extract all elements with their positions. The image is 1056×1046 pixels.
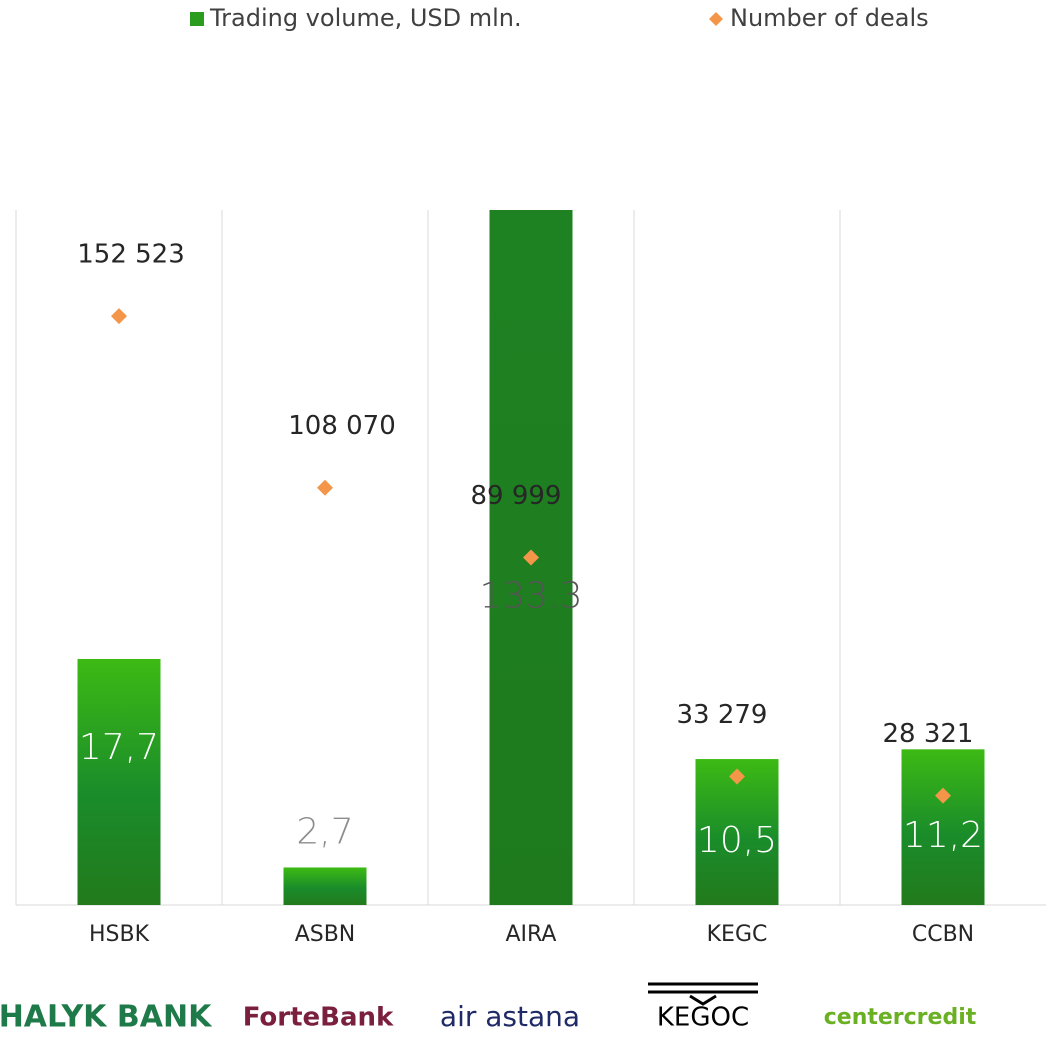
bars <box>77 210 985 905</box>
x-tick-label: CCBN <box>912 922 974 947</box>
deal-marker <box>523 549 539 566</box>
logo: ForteBank <box>243 1003 394 1033</box>
x-tick-label: HSBK <box>89 922 150 947</box>
deal-value-label: 89 999 <box>471 481 562 511</box>
deal-marker <box>729 768 745 785</box>
bar-value-label: 11,2 <box>903 815 983 856</box>
logo: air astana <box>440 1000 580 1033</box>
legend-swatch <box>190 12 204 26</box>
deal-marker <box>935 787 951 804</box>
deal-value-label: 33 279 <box>677 700 768 730</box>
logo: HALYK BANK <box>0 1000 213 1035</box>
deal-value-label: 108 070 <box>288 411 396 441</box>
deal-marker <box>111 308 127 325</box>
bar-value-label: 10,5 <box>697 820 777 861</box>
bar-value-label: 2,7 <box>296 811 353 852</box>
x-tick-label: KEGC <box>707 922 768 947</box>
deal-value-label: 28 321 <box>883 719 974 749</box>
x-tick-label: ASBN <box>295 922 356 947</box>
deal-value-label: 152 523 <box>77 240 185 270</box>
bar <box>489 210 573 905</box>
logo: KEGOC <box>657 1003 749 1033</box>
legend-swatch <box>709 12 723 26</box>
logo-mark <box>648 982 758 1006</box>
legend-label: Number of deals <box>730 4 929 32</box>
bar-value-label: 17,7 <box>79 727 159 768</box>
bar <box>901 749 985 905</box>
x-tick-label: AIRA <box>506 922 557 947</box>
bar-value-label: 133.3 <box>479 576 582 617</box>
deal-marker <box>317 479 333 496</box>
bar <box>77 658 161 905</box>
legend-label: Trading volume, USD mln. <box>209 4 522 32</box>
logo: centercredit <box>824 1005 977 1030</box>
bar <box>283 867 367 905</box>
